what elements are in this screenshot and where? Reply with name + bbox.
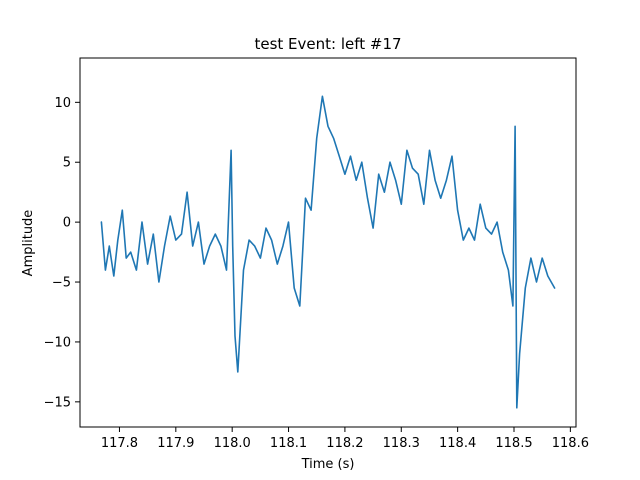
x-tick-label: 117.8 [101,436,138,451]
y-tick-label: 5 [63,156,71,171]
y-tick-label: −10 [44,335,71,350]
y-axis-title: Amplitude [21,210,36,277]
x-tick-label: 118.0 [214,436,251,451]
x-tick-label: 118.1 [270,436,307,451]
x-tick-label: 117.9 [157,436,194,451]
x-tick-label: 118.2 [326,436,363,451]
plot-frame [79,57,577,428]
x-tick-label: 118.3 [383,436,420,451]
x-tick-label: 118.5 [495,436,532,451]
y-tick-label: 10 [54,96,71,111]
chart-title: test Event: left #17 [254,35,401,53]
y-tick-label: −5 [52,276,71,291]
x-axis-title: Time (s) [301,457,355,472]
plot-area [79,57,577,428]
series-line [100,95,556,409]
y-tick-label: 0 [63,216,71,231]
x-axis: 117.8 117.9 118.0 118.1 118.2 118.3 118.4 118.5… [101,427,589,451]
y-axis: −15 −10 −5 0 5 10 [44,96,80,410]
y-tick-label: −15 [44,395,71,410]
x-tick-label: 118.6 [552,436,589,451]
x-tick-label: 118.4 [439,436,476,451]
